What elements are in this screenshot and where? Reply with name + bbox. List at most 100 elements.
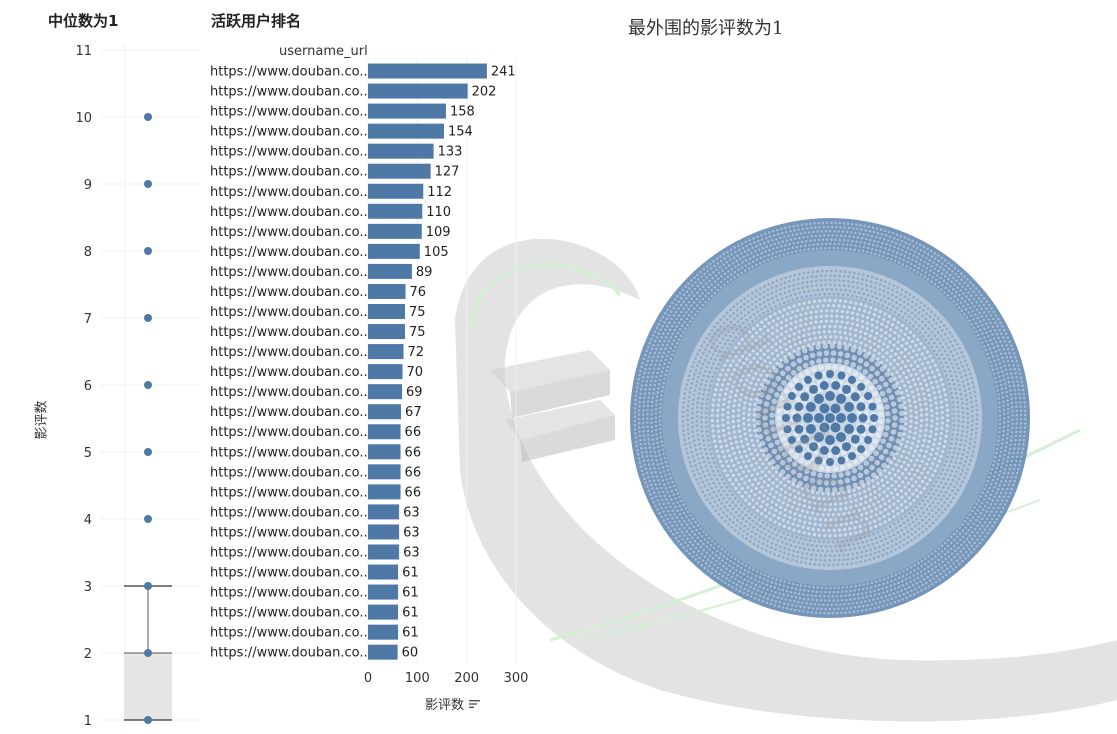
bar-value-label: 89 bbox=[416, 265, 433, 280]
bar-category-label: https://www.douban.co.. bbox=[210, 85, 368, 100]
bar-category-label: https://www.douban.co.. bbox=[210, 65, 368, 80]
bar-category-label: https://www.douban.co.. bbox=[210, 425, 368, 440]
boxplot-y-tick-label: 6 bbox=[84, 379, 92, 394]
bar-mark bbox=[368, 83, 468, 99]
bar-category-label: https://www.douban.co.. bbox=[210, 505, 368, 520]
bar-mark bbox=[368, 524, 400, 540]
bar-category-label: https://www.douban.co.. bbox=[210, 405, 368, 420]
circle-dot-texture bbox=[633, 221, 1027, 615]
bar-value-label: 61 bbox=[402, 626, 419, 641]
bar-value-label: 76 bbox=[409, 285, 426, 300]
boxplot-y-tick-label: 7 bbox=[84, 312, 92, 327]
bar-category-label: https://www.douban.co.. bbox=[210, 586, 368, 601]
bar-category-label: https://www.douban.co.. bbox=[210, 606, 368, 621]
bar-mark bbox=[368, 123, 444, 139]
bar-mark bbox=[368, 384, 403, 400]
bar-category-label: https://www.douban.co.. bbox=[210, 225, 368, 240]
circle-chart-title: 最外围的影评数为1 bbox=[628, 18, 784, 39]
bar-value-label: 66 bbox=[405, 445, 422, 460]
sort-descending-icon[interactable] bbox=[469, 699, 481, 709]
bar-value-label: 63 bbox=[403, 525, 420, 540]
bar-x-tick-label: 0 bbox=[364, 671, 372, 686]
bar-mark bbox=[368, 223, 422, 239]
boxplot-point bbox=[144, 582, 152, 590]
bar-value-label: 154 bbox=[448, 125, 473, 140]
boxplot-y-tick-label: 5 bbox=[84, 446, 92, 461]
bar-mark bbox=[368, 364, 403, 380]
boxplot-chart: 1 2 3 4 5 6 7 8 9 10 11 bbox=[75, 42, 200, 730]
bar-category-label: https://www.douban.co.. bbox=[210, 626, 368, 641]
boxplot-box bbox=[124, 653, 172, 720]
bar-category-label: https://www.douban.co.. bbox=[210, 205, 368, 220]
bar-mark bbox=[368, 584, 399, 600]
boxplot-y-tick-label: 10 bbox=[75, 111, 92, 126]
bar-value-label: 72 bbox=[408, 345, 425, 360]
bar-value-label: 61 bbox=[402, 566, 419, 581]
bar-category-label: https://www.douban.co.. bbox=[210, 545, 368, 560]
bar-value-label: 112 bbox=[427, 185, 452, 200]
bar-x-axis-label: 影评数 bbox=[425, 698, 465, 713]
bar-mark bbox=[368, 484, 401, 500]
bar-mark bbox=[368, 344, 404, 360]
bar-mark bbox=[368, 644, 398, 660]
bar-value-label: 75 bbox=[409, 325, 426, 340]
bar-value-label: 110 bbox=[426, 205, 451, 220]
bar-category-label: https://www.douban.co.. bbox=[210, 285, 368, 300]
boxplot-point bbox=[144, 314, 152, 322]
bar-mark bbox=[368, 424, 401, 440]
bar-mark bbox=[368, 444, 401, 460]
bar-mark bbox=[368, 163, 431, 179]
bar-category-label: https://www.douban.co.. bbox=[210, 485, 368, 500]
bar-mark bbox=[368, 143, 434, 159]
bar-value-label: 70 bbox=[407, 365, 424, 380]
boxplot-y-axis-label: 影评数 bbox=[34, 400, 50, 440]
bar-value-label: 66 bbox=[405, 465, 422, 480]
boxplot-point bbox=[144, 247, 152, 255]
bar-value-label: 133 bbox=[438, 145, 463, 160]
bar-value-label: 66 bbox=[405, 425, 422, 440]
boxplot-y-tick-label: 1 bbox=[84, 714, 92, 729]
bar-category-label: https://www.douban.co.. bbox=[210, 165, 368, 180]
bar-mark bbox=[368, 624, 399, 640]
bar-mark bbox=[368, 263, 412, 279]
bar-category-label: https://www.douban.co.. bbox=[210, 445, 368, 460]
bar-chart: 0 100 200 300 https://www.douban.co.. 241 http… bbox=[210, 58, 528, 686]
bar-category-label: https://www.douban.co.. bbox=[210, 145, 368, 160]
bar-chart-title: 活跃用户排名 bbox=[211, 12, 302, 30]
bar-category-label: https://www.douban.co.. bbox=[210, 325, 368, 340]
bar-mark bbox=[368, 183, 424, 199]
bar-mark bbox=[368, 63, 487, 79]
bar-mark bbox=[368, 464, 401, 480]
bar-mark bbox=[368, 304, 405, 319]
bar-value-label: 60 bbox=[402, 646, 419, 661]
bar-x-tick-label: 100 bbox=[405, 671, 430, 686]
bar-category-label: https://www.douban.co.. bbox=[210, 646, 368, 661]
bar-mark bbox=[368, 564, 399, 580]
bar-category-label: https://www.douban.co.. bbox=[210, 105, 368, 120]
bar-mark bbox=[368, 544, 400, 560]
boxplot-y-tick-label: 9 bbox=[84, 178, 92, 193]
packed-circle-chart bbox=[630, 218, 1030, 618]
row-header[interactable]: username_url bbox=[279, 44, 368, 59]
bar-category-label: https://www.douban.co.. bbox=[210, 245, 368, 260]
boxplot-point bbox=[144, 515, 152, 523]
bar-category-label: https://www.douban.co.. bbox=[210, 305, 368, 320]
bar-value-label: 63 bbox=[403, 505, 420, 520]
bar-x-tick-label: 200 bbox=[454, 671, 479, 686]
bar-mark bbox=[368, 243, 420, 259]
bar-mark bbox=[368, 324, 405, 340]
boxplot-y-tick-label: 11 bbox=[75, 44, 92, 59]
bar-mark bbox=[368, 604, 399, 620]
bar-category-label: https://www.douban.co.. bbox=[210, 125, 368, 140]
bar-category-label: https://www.douban.co.. bbox=[210, 525, 368, 540]
watermark-swoosh-icon bbox=[455, 238, 1117, 722]
bar-value-label: 75 bbox=[409, 305, 426, 320]
bar-category-label: https://www.douban.co.. bbox=[210, 265, 368, 280]
boxplot-y-tick-label: 4 bbox=[84, 513, 92, 528]
bar-mark bbox=[368, 203, 423, 219]
bar-category-label: https://www.douban.co.. bbox=[210, 185, 368, 200]
bar-value-label: 61 bbox=[402, 586, 419, 601]
bar-mark bbox=[368, 404, 402, 420]
bar-value-label: 202 bbox=[472, 85, 497, 100]
bar-value-label: 109 bbox=[426, 225, 451, 240]
